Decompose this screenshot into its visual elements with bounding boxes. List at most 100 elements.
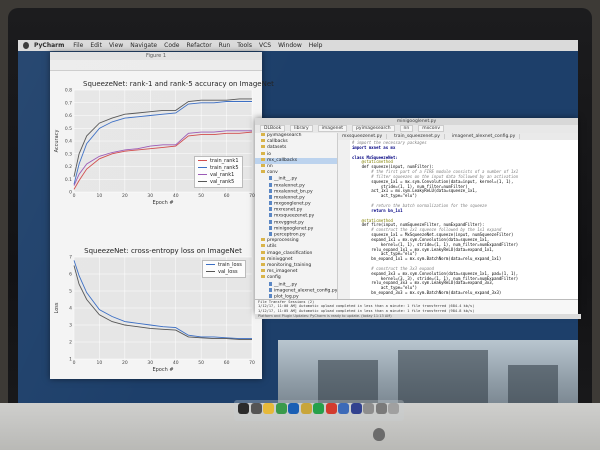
project-tree-item[interactable]: utils — [255, 244, 337, 250]
project-tree-item[interactable]: callbacks — [255, 139, 337, 145]
x-tick-label: 0 — [73, 360, 76, 366]
code-area[interactable]: # import the necessary packages import mx… — [352, 140, 576, 299]
code-line: def squeeze(input, numFilter): — [352, 164, 576, 170]
project-tree-item[interactable]: mxalexnet_bn.py — [255, 188, 337, 195]
nav-tab[interactable]: mxconv — [418, 125, 444, 132]
dock-app-icon[interactable] — [338, 403, 349, 414]
project-tree-item[interactable]: mxalexnet.py — [255, 194, 337, 201]
project-tree-item[interactable]: config — [255, 275, 337, 281]
project-tree-item[interactable]: mx_callbacks — [255, 157, 337, 164]
project-tree-item[interactable]: mxalexnet.py — [255, 182, 337, 189]
code-line: stride=(1, 1), num_filter=numFilter) — [352, 184, 576, 190]
code-line: expand_1x1 = mx.sym.Convolution(data=squ… — [352, 237, 576, 243]
code-text: act_1x1 = mx.sym.LeakyReLU(data=squeeze_… — [352, 188, 478, 194]
nav-tab[interactable]: library — [290, 125, 313, 132]
project-tree-label: preprocessing — [267, 238, 299, 244]
dock-app-icon[interactable] — [275, 403, 287, 414]
dock-app-icon[interactable] — [300, 403, 312, 414]
editor-tab[interactable]: train_squeezenet.py — [390, 134, 445, 139]
dock-app-icon[interactable] — [325, 403, 337, 414]
series-line-train_rank5 — [73, 101, 252, 185]
code-text: relu_expand_3x3 = mx.sym.LeakyReLU(data=… — [352, 280, 495, 286]
project-tree-item[interactable]: nn — [255, 163, 337, 170]
project-tree-item[interactable]: __init__.py — [255, 176, 337, 182]
menu-item-file[interactable]: File — [73, 42, 84, 49]
menu-item-tools[interactable]: Tools — [237, 42, 252, 49]
folder-icon — [261, 170, 265, 174]
menu-item-help[interactable]: Help — [308, 42, 323, 49]
project-tree-item[interactable]: io — [255, 151, 337, 158]
menu-item-run[interactable]: Run — [218, 42, 231, 49]
project-tree-item[interactable]: mxsqueezenet.py — [255, 213, 337, 219]
project-tree-item[interactable]: datasets — [255, 145, 337, 151]
dock-app-icon[interactable] — [350, 403, 362, 414]
project-tree-item[interactable]: mxresnet.py — [255, 207, 337, 213]
menu-item-view[interactable]: View — [108, 42, 124, 49]
dock-app-icon[interactable] — [363, 403, 374, 414]
project-tree-item[interactable]: minigooglenet.py — [255, 225, 337, 232]
dock-app-icon[interactable] — [388, 403, 399, 414]
editor-tab[interactable]: imagenet_alexnet_config.py — [447, 134, 521, 139]
project-tree-item[interactable]: mxgooglenet.py — [255, 201, 337, 207]
code-line: class MxSqueezeNet: — [352, 155, 576, 161]
code-text: relu_expand_1x1 = mx.sym.LeakyReLU(data=… — [352, 246, 495, 252]
file-transfer-pane: File Transfer Sessions (2) 1/12/17, 11:00… — [255, 299, 578, 314]
x-tick-label: 10 — [97, 193, 103, 199]
legend-label: val_rank5 — [210, 179, 235, 185]
nav-tab[interactable]: imagenet — [317, 125, 348, 132]
code-line: @staticmethod — [352, 218, 576, 224]
project-tree-item[interactable]: pyimagesearch — [255, 133, 337, 139]
nav-tab[interactable]: pyimagesearch — [352, 125, 395, 132]
chart-title: SqueezeNet: cross-entropy loss on ImageN… — [84, 247, 242, 255]
code-text: squeeze_1x1 = mx.sym.Convolution(data=in… — [352, 178, 514, 184]
legend-entry: val_loss — [206, 269, 242, 276]
code-line: bn_expand_1x1 = mx.sym.BatchNorm(data=re… — [352, 256, 576, 262]
project-tree-item[interactable]: plot_log.py — [255, 293, 337, 299]
project-tree-label: minivggnet — [267, 256, 293, 262]
menubar-app-name[interactable]: PyCharm — [34, 42, 65, 49]
dock-app-icon[interactable] — [263, 403, 274, 414]
dock-app-icon[interactable] — [250, 403, 262, 414]
menu-item-edit[interactable]: Edit — [90, 42, 102, 49]
dock-app-icon[interactable] — [375, 403, 387, 414]
dock-app-icon[interactable] — [288, 403, 299, 414]
project-tree-item[interactable]: image_classification — [255, 250, 337, 257]
y-tick-label: 0 — [69, 190, 72, 196]
figure-window-title[interactable]: Figure 1 — [50, 52, 262, 60]
folder-icon — [261, 256, 265, 260]
series-line-train_loss — [73, 260, 252, 340]
project-tree-item[interactable]: __init__.py — [255, 281, 337, 288]
nav-tab[interactable]: nn — [399, 125, 414, 132]
menu-item-navigate[interactable]: Navigate — [130, 42, 158, 49]
menu-item-vcs[interactable]: VCS — [258, 42, 272, 49]
nav-tab[interactable]: DLBook — [260, 125, 286, 132]
project-tree-item[interactable]: ms_imagenet — [255, 269, 337, 275]
project-tree-item[interactable]: perceptron.py — [255, 232, 337, 238]
project-tree-item[interactable]: imagenet_alexnet_config.py — [255, 287, 337, 294]
menu-item-code[interactable]: Code — [164, 42, 180, 49]
project-tree-label: image_classification — [267, 250, 313, 256]
y-tick-label: 0.4 — [65, 139, 72, 145]
project-tree-item[interactable]: preprocessing — [255, 238, 337, 244]
dock-app-icon[interactable] — [238, 403, 249, 414]
code-line: act_type="elu") — [352, 193, 576, 199]
code-line: # filter squeezes on the input data foll… — [352, 174, 576, 180]
y-axis-label: Loss — [54, 302, 60, 313]
folder-icon — [261, 262, 265, 266]
apple-menu-icon[interactable] — [23, 42, 29, 49]
project-tree-item[interactable]: conv — [255, 170, 337, 176]
x-tick-label: 30 — [147, 360, 153, 366]
folder-icon — [261, 163, 265, 167]
project-tree-label: nn — [267, 163, 273, 169]
y-axis-label: Accuracy — [54, 130, 60, 153]
menu-item-window[interactable]: Window — [278, 42, 302, 49]
project-tree-item[interactable]: mxvggnet.py — [255, 219, 337, 226]
code-line: act_1x1 = mx.sym.LeakyReLU(data=squeeze_… — [352, 189, 576, 194]
project-tree-item[interactable]: monitoring_training — [255, 262, 337, 269]
dock-app-icon[interactable] — [313, 403, 324, 414]
project-tree-item[interactable]: minivggnet — [255, 256, 337, 263]
python-file-icon — [269, 194, 272, 199]
editor-tab[interactable]: mxsqueezenet.py — [338, 134, 388, 139]
y-tick-label: 7 — [69, 255, 72, 261]
menu-item-refactor[interactable]: Refactor — [186, 42, 212, 49]
